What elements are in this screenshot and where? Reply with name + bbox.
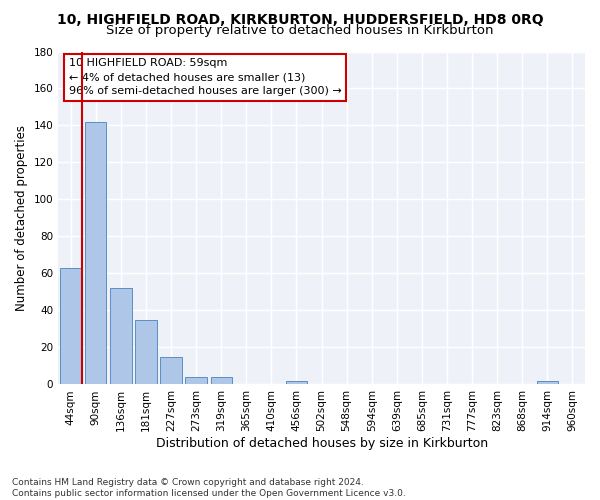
Bar (160, 356, 182, 384)
Bar (60, 268, 82, 384)
X-axis label: Distribution of detached houses by size in Kirkburton: Distribution of detached houses by size … (155, 437, 488, 450)
Text: 10, HIGHFIELD ROAD, KIRKBURTON, HUDDERSFIELD, HD8 0RQ: 10, HIGHFIELD ROAD, KIRKBURTON, HUDDERSF… (56, 12, 544, 26)
Text: Contains HM Land Registry data © Crown copyright and database right 2024.
Contai: Contains HM Land Registry data © Crown c… (12, 478, 406, 498)
Text: Size of property relative to detached houses in Kirkburton: Size of property relative to detached ho… (106, 24, 494, 37)
Bar (286, 381, 307, 384)
Bar (136, 320, 157, 384)
Y-axis label: Number of detached properties: Number of detached properties (15, 125, 28, 311)
Bar (110, 288, 131, 384)
Bar (537, 381, 558, 384)
Bar (85, 122, 106, 384)
Bar (185, 377, 207, 384)
Text: 10 HIGHFIELD ROAD: 59sqm
← 4% of detached houses are smaller (13)
96% of semi-de: 10 HIGHFIELD ROAD: 59sqm ← 4% of detache… (69, 58, 341, 96)
Bar (211, 377, 232, 384)
